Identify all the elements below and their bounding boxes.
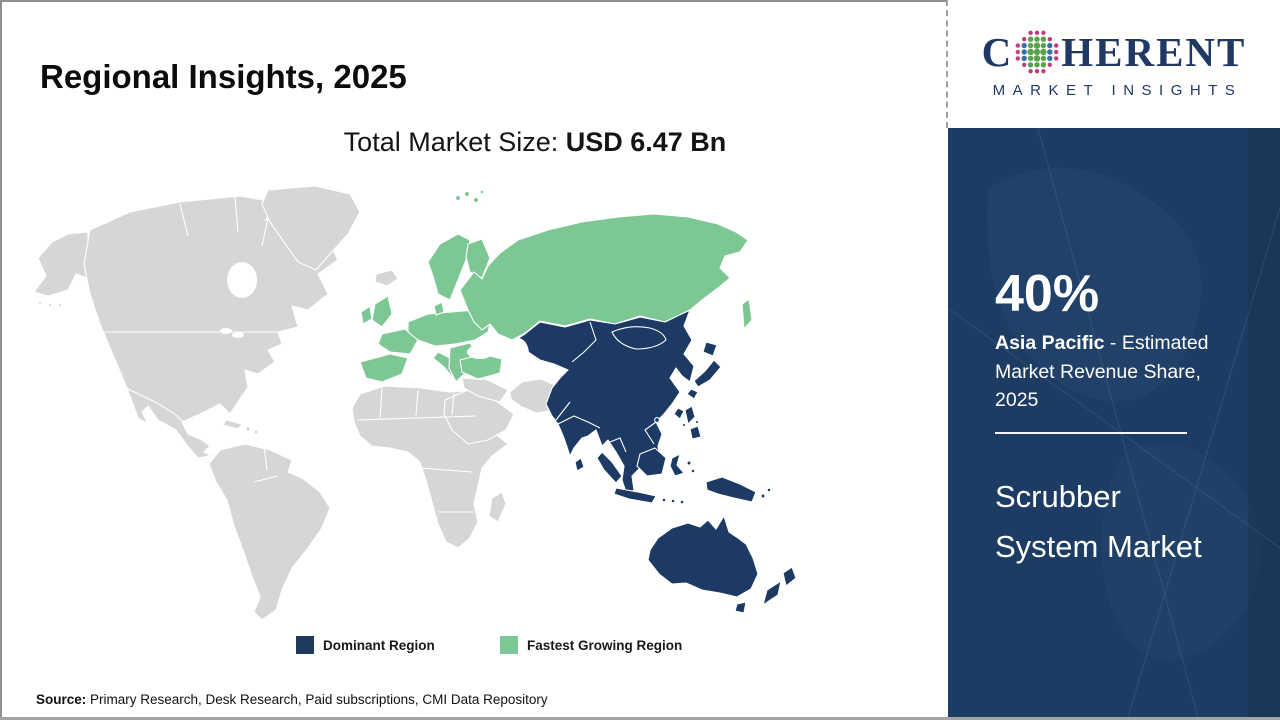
- brand-suffix: HERENT: [1061, 28, 1247, 75]
- fastest-growing-label: Fastest Growing Region: [527, 637, 683, 653]
- slide-border-bottom: [0, 717, 1280, 720]
- map-inland-seas: [220, 262, 529, 370]
- map-region-asia-pacific-navy: [511, 309, 797, 614]
- globe-icon: [1015, 30, 1059, 74]
- share-region: Asia Pacific: [995, 332, 1105, 355]
- brand-wordmark: C HERENT: [982, 29, 1247, 75]
- share-value: 40%: [995, 265, 1100, 323]
- market-size-value: USD 6.47 Bn: [565, 127, 727, 157]
- world-map: [33, 185, 797, 621]
- brand-tagline: MARKET INSIGHTS: [992, 82, 1243, 99]
- slide-border-left: [0, 0, 2, 720]
- map-country-borders: [92, 196, 667, 513]
- sidebar-content: 40% Asia Pacific - Estimated Market Reve…: [948, 128, 1280, 572]
- source-label: Source:: [36, 692, 87, 707]
- market-size-subtitle: Total Market Size: USD 6.47 Bn: [125, 127, 945, 158]
- page-title: Regional Insights, 2025: [40, 58, 407, 96]
- brand-prefix: C: [981, 28, 1014, 75]
- source-line: Source: Primary Research, Desk Research,…: [36, 692, 548, 707]
- dominant-region-label: Dominant Region: [323, 637, 435, 653]
- map-region-europe-russia-green: [359, 189, 753, 383]
- fastest-growing-swatch: [500, 636, 518, 654]
- brand-logo: C HERENT MARKET INSIGHTS: [946, 0, 1280, 128]
- sidebar-divider: [995, 431, 1187, 434]
- map-region-americas: [33, 185, 399, 621]
- map-region-africa-middle-east: [351, 377, 565, 549]
- sidebar-map-texture: [948, 128, 1280, 717]
- market-name: Scrubber System Market: [995, 478, 1202, 564]
- legend-item-fastest: Fastest Growing Region: [500, 636, 682, 654]
- share-description: Asia Pacific - Estimated Market Revenue …: [995, 329, 1235, 415]
- source-text: Primary Research, Desk Research, Paid su…: [86, 692, 548, 707]
- slide-border-top: [0, 0, 948, 2]
- dominant-region-swatch: [296, 636, 314, 654]
- market-size-label: Total Market Size:: [343, 127, 566, 157]
- globe-dots: [1015, 30, 1059, 74]
- legend-item-dominant: Dominant Region: [296, 636, 435, 654]
- sidebar: 40% Asia Pacific - Estimated Market Reve…: [948, 128, 1280, 717]
- share-description-rest: - Estimated Market Revenue Share, 2025: [995, 332, 1209, 412]
